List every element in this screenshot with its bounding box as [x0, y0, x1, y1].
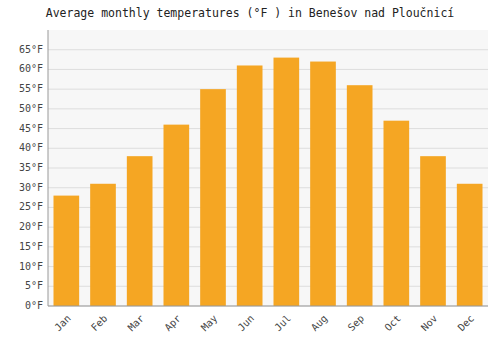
bar — [347, 85, 373, 306]
grid-line — [48, 148, 488, 149]
bar — [384, 121, 410, 306]
x-tick-label: Sep — [346, 313, 367, 334]
chart-svg: 0°F 5°F 10°F 15°F 20°F 25°F 30°F 35°F 40°F 45°F 50… — [0, 0, 500, 350]
chart-title: Average monthly temperatures (°F ) in Be… — [46, 6, 455, 20]
grid-line — [48, 89, 488, 90]
bar — [200, 89, 226, 306]
y-tick-label: 50°F — [19, 103, 43, 114]
plot-background — [48, 30, 488, 306]
x-tick-label: Oct — [382, 313, 403, 334]
bar — [127, 156, 153, 306]
y-tick-label: 40°F — [19, 142, 43, 153]
y-tick-labels: 0°F 5°F 10°F 15°F 20°F 25°F 30°F 35°F 40°F 45°F 50… — [19, 44, 43, 311]
bar — [237, 65, 263, 306]
y-tick-label: 65°F — [19, 44, 43, 55]
x-tick-label: Apr — [162, 313, 183, 334]
bar — [164, 125, 190, 306]
y-tick-label: 30°F — [19, 182, 43, 193]
grid-line — [48, 306, 488, 307]
x-tick-label: Jan — [52, 313, 73, 334]
y-tick-label: 35°F — [19, 162, 43, 173]
x-tick-label: Jul — [272, 313, 293, 334]
y-tick-label: 5°F — [25, 280, 43, 291]
x-tick-label: Nov — [419, 313, 440, 334]
bars — [54, 58, 483, 306]
bar — [420, 156, 446, 306]
bar — [457, 184, 483, 306]
y-tick-label: 60°F — [19, 63, 43, 74]
bar — [274, 58, 300, 306]
grid — [48, 50, 488, 306]
grid-line — [48, 108, 488, 109]
y-tick-label: 25°F — [19, 201, 43, 212]
bar — [54, 196, 80, 306]
x-axis-line — [48, 306, 488, 307]
y-tick-label: 0°F — [25, 300, 43, 311]
grid-line — [48, 49, 488, 50]
x-tick-label: Dec — [456, 313, 477, 334]
bar — [310, 62, 336, 306]
grid-line — [48, 69, 488, 70]
x-tick-label: Jun — [236, 313, 257, 334]
y-tick-label: 55°F — [19, 83, 43, 94]
y-tick-label: 20°F — [19, 221, 43, 232]
y-tick-label: 10°F — [19, 261, 43, 272]
x-tick-label: May — [199, 313, 220, 334]
y-tick-label: 45°F — [19, 123, 43, 134]
x-tick-label: Feb — [89, 313, 110, 334]
bar — [90, 184, 116, 306]
grid-line — [48, 128, 488, 129]
y-tick-label: 15°F — [19, 241, 43, 252]
y-axis-line — [48, 30, 49, 306]
x-tick-label: Aug — [309, 313, 330, 334]
chart-container: 0°F 5°F 10°F 15°F 20°F 25°F 30°F 35°F 40°F 45°F 50… — [0, 0, 500, 350]
x-tick-label: Mar — [126, 313, 147, 334]
x-tick-labels: Jan Feb Mar Apr May Jun Jul Aug Sep Oct Nov Dec — [52, 313, 476, 334]
